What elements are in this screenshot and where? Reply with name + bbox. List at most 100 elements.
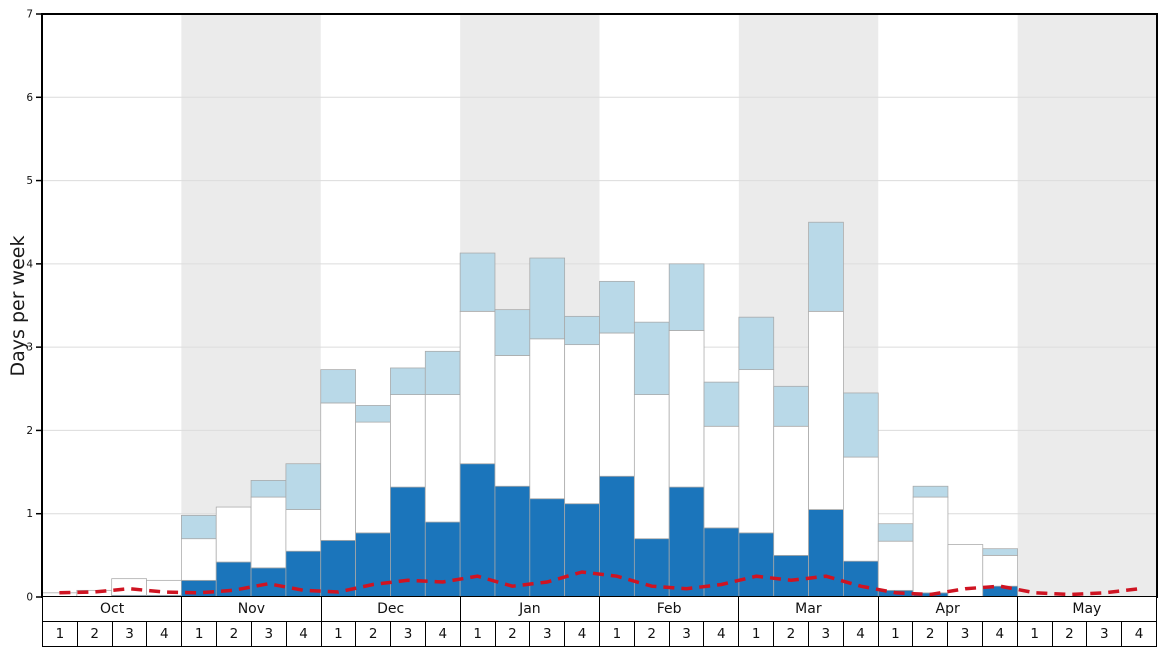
bar-segment-white-bars bbox=[599, 332, 635, 477]
bar-segment-white-bars bbox=[843, 456, 879, 562]
bar-segment-light-blue-bars bbox=[285, 463, 322, 510]
bar-segment-light-blue-bars bbox=[320, 369, 356, 404]
bar-segment-white-bars bbox=[355, 421, 391, 534]
bar-segment-light-blue-bars bbox=[599, 280, 635, 334]
week-label: 4 bbox=[565, 622, 600, 646]
week-label: 3 bbox=[809, 622, 844, 646]
bar-segment-white-bars bbox=[633, 394, 670, 540]
y-tick-label: 3 bbox=[26, 342, 33, 354]
bar-segment-dark-blue-bars bbox=[494, 485, 531, 598]
week-label: 3 bbox=[530, 622, 566, 646]
week-label: 4 bbox=[844, 622, 879, 646]
bar-segment-dark-blue-bars bbox=[355, 532, 391, 598]
bar-segment-dark-blue-bars bbox=[424, 521, 461, 598]
week-label: 1 bbox=[600, 622, 635, 646]
bar-segment-white-bars bbox=[250, 496, 287, 569]
bar-segment-dark-blue-bars bbox=[250, 567, 287, 598]
week-label: 3 bbox=[948, 622, 983, 646]
bar-segment-light-blue-bars bbox=[181, 515, 217, 540]
week-label: 3 bbox=[252, 622, 287, 646]
month-label: Mar bbox=[739, 597, 879, 621]
month-axis: Oct Nov Dec Jan Feb Mar Apr May bbox=[42, 597, 1157, 622]
week-label: 4 bbox=[1134, 626, 1144, 642]
week-label: 4 bbox=[147, 622, 183, 646]
bar-segment-dark-blue-bars bbox=[808, 509, 844, 598]
month-label: Jan bbox=[461, 597, 600, 621]
bar-segment-white-bars bbox=[459, 310, 496, 465]
bar-segment-light-blue-bars bbox=[633, 321, 670, 395]
bar-segment-light-blue-bars bbox=[982, 548, 1018, 556]
bar-segment-light-blue-bars bbox=[390, 367, 426, 395]
y-tick-label: 1 bbox=[26, 508, 33, 520]
bar-segment-light-blue-bars bbox=[808, 221, 844, 312]
week-label: 4 bbox=[426, 622, 461, 646]
month-label: May bbox=[1072, 601, 1102, 617]
bar-segment-dark-blue-bars bbox=[320, 539, 356, 598]
week-label: 2 bbox=[774, 622, 809, 646]
y-tick-label: 7 bbox=[26, 9, 33, 21]
bar-segment-light-blue-bars bbox=[877, 523, 914, 542]
bar-segment-light-blue-bars bbox=[355, 405, 391, 423]
week-label: 1 bbox=[322, 622, 357, 646]
y-tick-label: 0 bbox=[26, 592, 33, 604]
week-label: 1 bbox=[739, 622, 775, 646]
week-label: 2 bbox=[1053, 622, 1088, 646]
bar-segment-dark-blue-bars bbox=[181, 579, 217, 598]
bar-segment-light-blue-bars bbox=[564, 315, 600, 346]
week-label: 3 bbox=[391, 622, 426, 646]
week-label: 1 bbox=[1018, 622, 1053, 646]
bar-segment-white-bars bbox=[703, 425, 740, 529]
bar-segment-dark-blue-bars bbox=[773, 554, 809, 598]
bar-segment-white-bars bbox=[529, 338, 566, 500]
bar-segment-dark-blue-bars bbox=[843, 560, 879, 598]
bar-segment-light-blue-bars bbox=[424, 350, 461, 395]
bar-segment-white-bars bbox=[668, 330, 705, 488]
bar-segment-light-blue-bars bbox=[773, 385, 809, 427]
week-label: 2 bbox=[78, 622, 113, 646]
bar-segment-white-bars bbox=[285, 509, 322, 552]
bar-segment-white-bars bbox=[773, 425, 809, 556]
week-label: 2 bbox=[496, 622, 531, 646]
bar-segment-white-bars bbox=[564, 344, 600, 505]
week-label: 4 bbox=[983, 622, 1018, 646]
month-label: Oct bbox=[43, 597, 183, 621]
y-tick-label: 2 bbox=[26, 425, 33, 437]
bar-segment-dark-blue-bars bbox=[564, 503, 600, 598]
week-label: 2 bbox=[635, 622, 670, 646]
y-tick-label: 5 bbox=[26, 175, 33, 187]
week-label: 3 bbox=[1087, 622, 1123, 646]
month-label: Dec bbox=[322, 597, 461, 621]
month-label: Nov bbox=[182, 597, 322, 621]
week-label: 2 bbox=[217, 622, 252, 646]
bar-segment-light-blue-bars bbox=[843, 392, 879, 458]
y-tick-label: 4 bbox=[26, 258, 33, 270]
bar-segment-white-bars bbox=[181, 538, 217, 581]
month-label: Apr bbox=[879, 597, 1018, 621]
bar-segment-light-blue-bars bbox=[459, 252, 496, 312]
bar-segment-white-bars bbox=[738, 369, 775, 534]
bar-segment-dark-blue-bars bbox=[738, 532, 775, 598]
y-tick-label: 6 bbox=[26, 92, 33, 104]
bar-segment-light-blue-bars bbox=[703, 381, 740, 427]
bar-segment-light-blue-bars bbox=[738, 316, 775, 371]
bar-segment-light-blue-bars bbox=[912, 485, 949, 498]
bar-segment-white-bars bbox=[390, 394, 426, 488]
week-label: 4 bbox=[287, 622, 322, 646]
bar-segment-white-bars bbox=[912, 496, 949, 594]
month-band bbox=[1017, 14, 1157, 597]
bar-segment-white-bars bbox=[320, 402, 356, 541]
bar-segment-white-bars bbox=[215, 506, 252, 563]
bar-segment-light-blue-bars bbox=[250, 480, 287, 498]
week-label: 3 bbox=[670, 622, 705, 646]
week-label: 1 bbox=[43, 622, 78, 646]
bar-segment-white-bars bbox=[424, 394, 461, 523]
bar-segment-dark-blue-bars bbox=[668, 486, 705, 598]
week-label: 1 bbox=[879, 622, 914, 646]
week-label: 4 bbox=[704, 622, 740, 646]
bar-segment-light-blue-bars bbox=[494, 309, 531, 356]
bar-segment-white-bars bbox=[808, 310, 844, 510]
bar-segment-light-blue-bars bbox=[668, 263, 705, 331]
